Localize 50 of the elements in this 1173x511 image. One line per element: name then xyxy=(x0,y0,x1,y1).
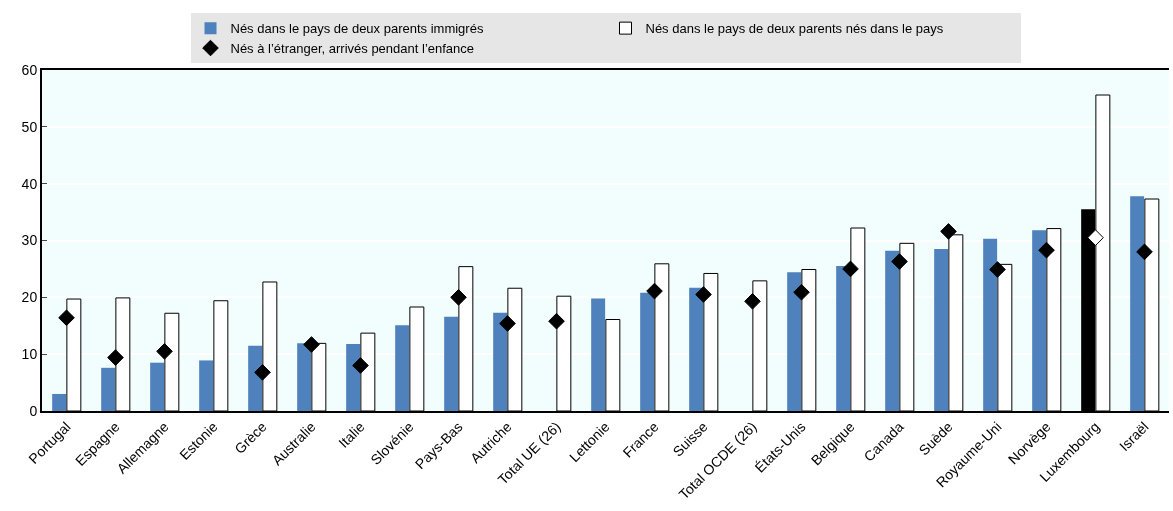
bar xyxy=(52,393,67,411)
point xyxy=(1136,243,1153,261)
legend-label: Nés à l’étranger, arrivés pendant l’enfance xyxy=(230,41,475,57)
point xyxy=(450,289,467,306)
bar xyxy=(885,250,900,411)
point xyxy=(842,260,859,278)
y-tick-label: 0 xyxy=(29,402,38,419)
bar xyxy=(493,312,508,411)
point xyxy=(107,349,124,366)
point xyxy=(646,282,663,300)
point xyxy=(156,343,173,360)
y-tick-label: 30 xyxy=(21,232,38,249)
y-tick-label: 50 xyxy=(21,118,38,135)
bar xyxy=(297,343,312,411)
y-tick-label: 60 xyxy=(21,61,38,78)
bar xyxy=(101,367,116,411)
point xyxy=(744,293,761,310)
y-tick-label: 20 xyxy=(21,289,38,306)
bar xyxy=(640,292,655,411)
bar xyxy=(199,360,214,411)
bar xyxy=(346,343,361,411)
point xyxy=(793,283,810,301)
bar xyxy=(787,272,802,411)
bar xyxy=(934,249,949,411)
point xyxy=(940,223,957,240)
bar xyxy=(689,287,704,411)
bar xyxy=(150,362,165,411)
point xyxy=(254,364,271,381)
point xyxy=(891,253,908,270)
point xyxy=(58,309,75,327)
point xyxy=(695,286,712,303)
point xyxy=(989,261,1006,278)
bar xyxy=(836,266,851,411)
point xyxy=(1087,229,1104,246)
bar xyxy=(1130,196,1145,411)
bar xyxy=(248,345,263,411)
bar xyxy=(1032,230,1047,411)
y-tick-label: 10 xyxy=(21,346,38,363)
bar xyxy=(395,325,410,411)
bar xyxy=(591,298,606,411)
point xyxy=(352,357,369,374)
bar xyxy=(444,316,459,411)
point xyxy=(499,315,516,332)
bar xyxy=(983,238,998,411)
y-tick-label: 40 xyxy=(21,175,38,192)
point xyxy=(303,336,320,353)
point xyxy=(548,312,565,330)
legend-label: Nés dans le pays de deux parents immigrés xyxy=(230,21,484,37)
point xyxy=(1038,241,1055,259)
legend-label: Nés dans le pays de deux parents nés dans le pays xyxy=(645,21,944,37)
